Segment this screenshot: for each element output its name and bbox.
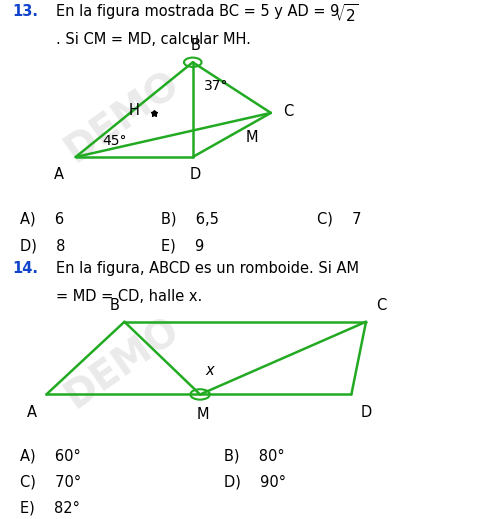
Text: D: D (189, 167, 201, 182)
Text: C)  7: C) 7 (317, 212, 362, 226)
Text: H: H (128, 103, 139, 118)
Text: 37°: 37° (203, 79, 228, 93)
Text: 45°: 45° (102, 134, 127, 148)
Text: x: x (205, 363, 214, 378)
Text: En la figura mostrada BC = 5 y AD = 9: En la figura mostrada BC = 5 y AD = 9 (56, 4, 340, 19)
Text: D: D (361, 405, 372, 420)
Text: C)  70°: C) 70° (20, 475, 81, 490)
Text: 13.: 13. (12, 4, 38, 19)
Text: D)  90°: D) 90° (224, 475, 286, 490)
Text: B: B (110, 298, 120, 312)
Text: D)  8: D) 8 (20, 239, 65, 254)
Text: C: C (283, 104, 293, 119)
Text: DEMO: DEMO (58, 64, 186, 170)
Text: B)  80°: B) 80° (224, 449, 285, 464)
Text: E)  82°: E) 82° (20, 501, 80, 516)
Text: 14.: 14. (12, 261, 38, 276)
Text: $\sqrt{2}$: $\sqrt{2}$ (334, 3, 359, 25)
Text: = MD = CD, halle x.: = MD = CD, halle x. (56, 290, 203, 304)
Text: . Si CM = MD, calcular MH.: . Si CM = MD, calcular MH. (56, 32, 251, 47)
Text: E)  9: E) 9 (161, 239, 204, 254)
Text: B)  6,5: B) 6,5 (161, 212, 219, 226)
Text: M: M (196, 407, 209, 422)
Text: C: C (376, 298, 386, 312)
Text: A)  60°: A) 60° (20, 449, 80, 464)
Text: M: M (245, 130, 258, 145)
Text: DEMO: DEMO (58, 310, 186, 416)
Text: A: A (27, 405, 37, 420)
Text: B: B (191, 38, 201, 53)
Text: A)  6: A) 6 (20, 212, 63, 226)
Text: A: A (54, 167, 63, 182)
Text: En la figura, ABCD es un romboide. Si AM: En la figura, ABCD es un romboide. Si AM (56, 261, 359, 276)
